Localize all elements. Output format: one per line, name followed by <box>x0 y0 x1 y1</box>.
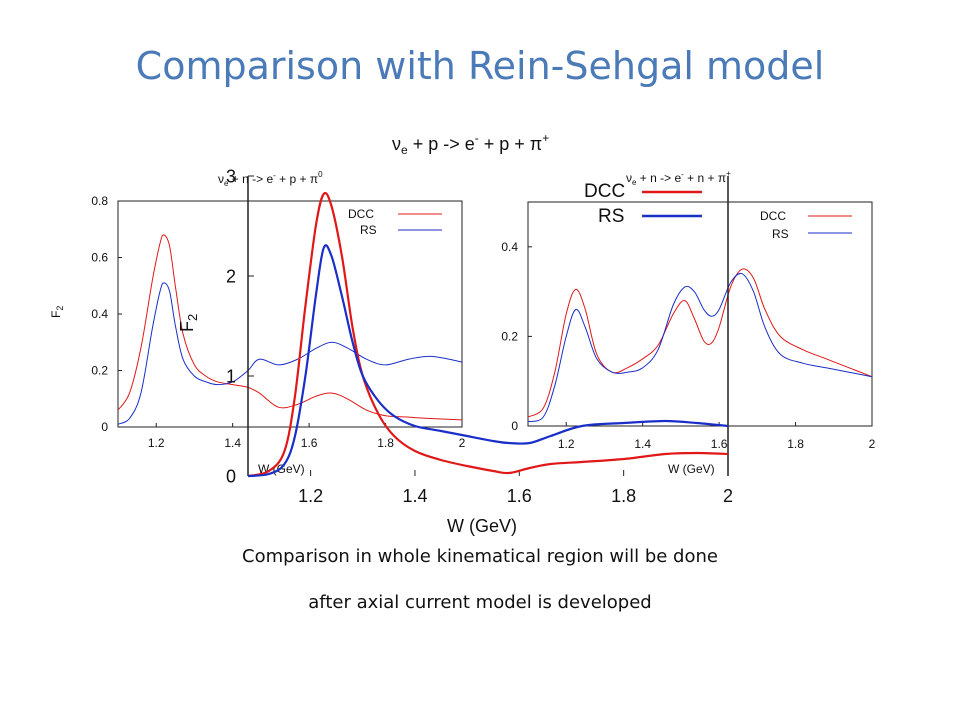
main-ytick-label: 1 <box>226 366 236 386</box>
main-series-dcc-line <box>247 191 729 478</box>
legend-dcc-label: DCC <box>348 207 374 221</box>
main-xtick-label: 1.8 <box>611 486 636 506</box>
main-title: νe + p -> e- + p + π+ <box>392 131 549 157</box>
inset-right-frame <box>527 201 873 427</box>
inset-right-xtick-label: 1.6 <box>711 437 728 451</box>
legend-rs-label-right: RS <box>772 227 789 241</box>
main-xtick-label: 1.4 <box>402 486 427 506</box>
main-ylabel: F2 <box>177 314 200 332</box>
main-legend-rs-label: RS <box>598 206 624 227</box>
caption-line-2: after axial current model is developed <box>308 592 652 613</box>
inset-right-ytick-label: 0 <box>511 419 518 433</box>
main-xtick-label: 1.2 <box>298 486 323 506</box>
inset-right-ytick-label: 0.2 <box>501 330 518 344</box>
slide-title: Comparison with Rein-Sehgal model <box>135 44 825 88</box>
inset-left-series-dcc-line <box>117 234 463 421</box>
main-xtick-label: 2 <box>723 486 733 506</box>
main-legend-dcc-label: DCC <box>584 181 625 202</box>
inset-left-ytick-label: 0.8 <box>91 194 108 208</box>
inset-right-title: νe + n -> e- + n + π+ <box>626 169 731 187</box>
legend-dcc-label-right: DCC <box>760 209 786 223</box>
main-ytick-label: 0 <box>226 466 236 486</box>
main-ytick-label: 3 <box>226 166 236 186</box>
inset-left-xtick-label: 1.8 <box>377 436 394 450</box>
inset-right-series-rs-line <box>527 272 873 422</box>
inset-right-xtick-label: 1.8 <box>787 437 804 451</box>
inset-right-legend: DCC RS <box>760 209 852 241</box>
inset-right-chart: 1.2 1.4 1.6 1.8 2 0 0.2 0.4 νe + n -> e- + n + … <box>501 169 875 476</box>
inset-left-legend: DCC RS <box>348 207 442 237</box>
inset-left-series-rs-line <box>117 282 463 425</box>
inset-left-chart: 1.2 1.4 1.6 1.8 2 0 0.2 0.4 0.6 0.8 νe + n -> e- … <box>49 170 466 476</box>
inset-left-xtick-label: 2 <box>459 436 466 450</box>
inset-right-xtick-label: 1.4 <box>634 437 651 451</box>
legend-rs-label: RS <box>360 223 377 237</box>
inset-right-series-dcc-line <box>527 268 873 418</box>
inset-left-title: νe + n -> e- + p + π0 <box>218 170 323 188</box>
main-ytick-label: 2 <box>226 266 236 286</box>
inset-right-ytick-label: 0.4 <box>501 240 518 254</box>
inset-left-ytick-label: 0.6 <box>91 251 108 265</box>
caption-line-1: Comparison in whole kinematical region w… <box>242 546 718 567</box>
inset-left-ytick-label: 0.2 <box>91 364 108 378</box>
inset-left-ylabel: F2 <box>49 306 65 318</box>
inset-right-xtick-label: 1.2 <box>558 437 575 451</box>
inset-left-xtick-label: 1.6 <box>301 436 318 450</box>
inset-right-xlabel: W (GeV) <box>668 462 715 476</box>
main-series-rs-line <box>247 244 729 478</box>
inset-left-ytick-label: 0.4 <box>91 307 108 321</box>
inset-right-xtick-label: 2 <box>869 437 876 451</box>
inset-left-xtick-label: 1.2 <box>148 436 165 450</box>
main-xlabel: W (GeV) <box>447 516 517 536</box>
inset-left-ytick-label: 0 <box>101 420 108 434</box>
main-plot-background <box>248 176 728 476</box>
main-legend: DCC RS <box>584 181 702 227</box>
inset-left-xtick-label: 1.4 <box>224 436 241 450</box>
main-xtick-label: 1.6 <box>507 486 532 506</box>
